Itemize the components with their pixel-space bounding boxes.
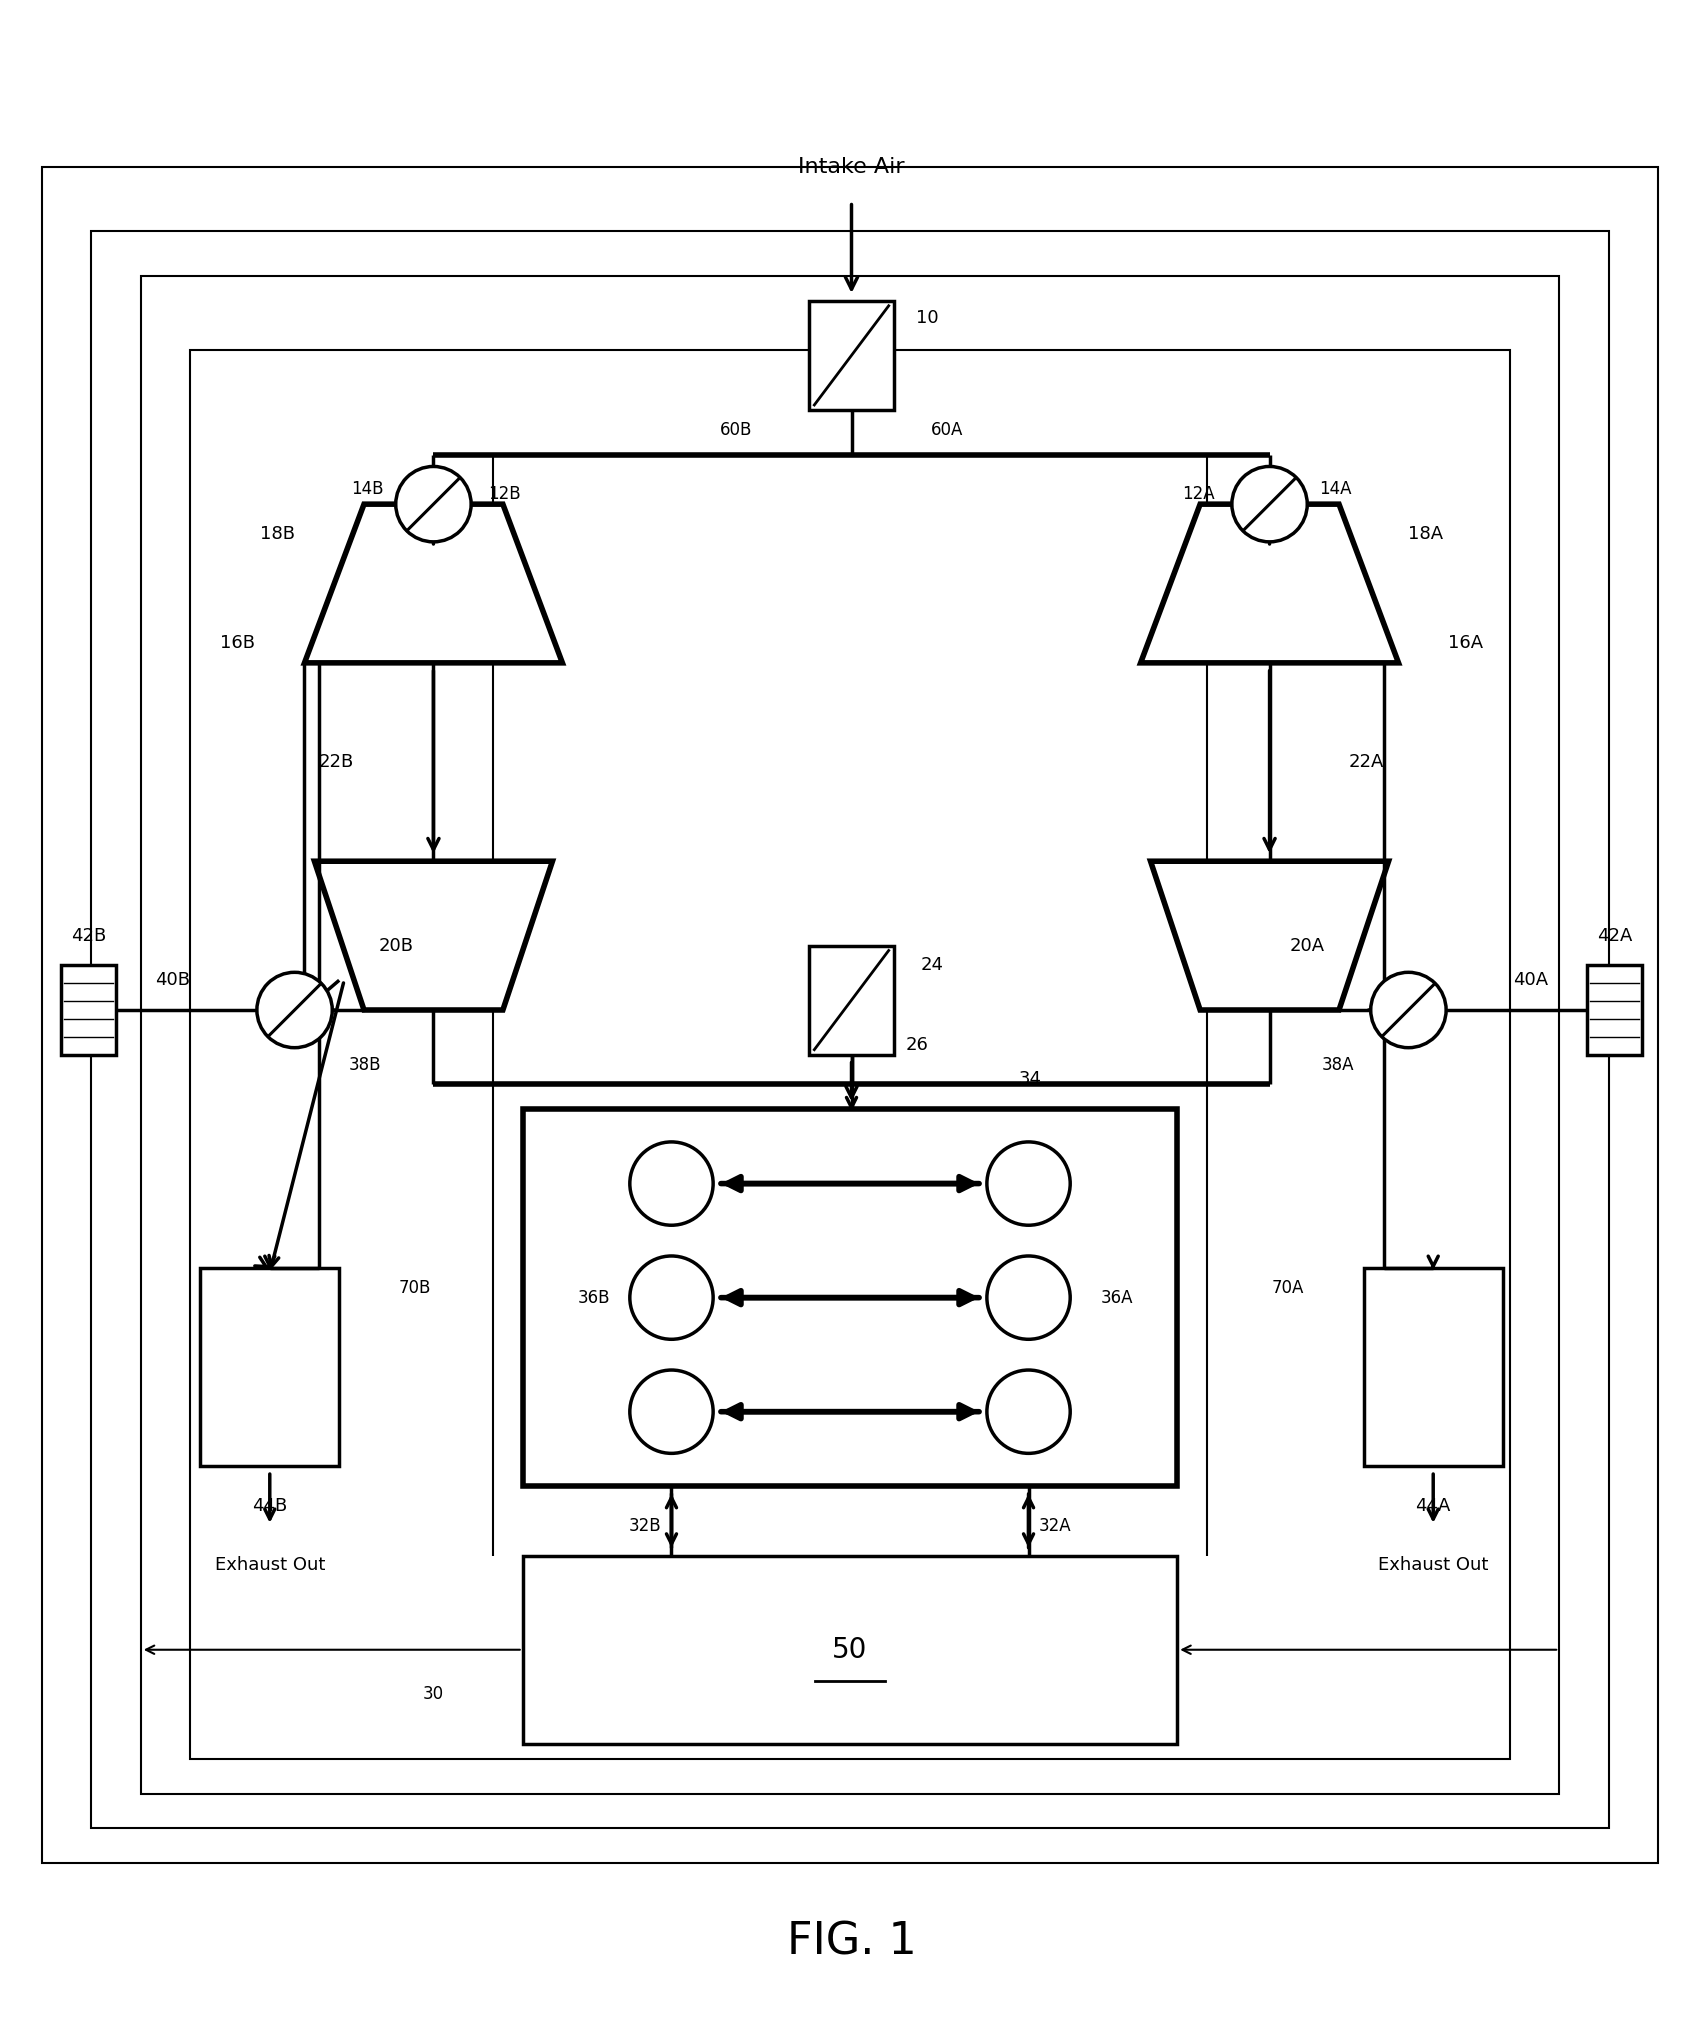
Bar (1587, 966, 1642, 1054)
Text: 14A: 14A (1320, 481, 1352, 499)
Polygon shape (305, 505, 562, 663)
Text: 40B: 40B (155, 972, 191, 990)
Text: 36A: 36A (1100, 1289, 1132, 1307)
Text: 16B: 16B (220, 634, 255, 652)
Circle shape (1231, 467, 1308, 541)
Text: 42B: 42B (70, 927, 106, 945)
Bar (1364, 1269, 1502, 1467)
Circle shape (986, 1256, 1069, 1339)
Text: 16A: 16A (1448, 634, 1483, 652)
Text: 60B: 60B (720, 420, 753, 438)
Text: 38B: 38B (349, 1056, 381, 1073)
Polygon shape (1151, 861, 1388, 1010)
Text: 70B: 70B (399, 1279, 431, 1297)
Text: 22B: 22B (318, 753, 354, 772)
Text: 50: 50 (833, 1636, 869, 1664)
Circle shape (630, 1370, 714, 1452)
Text: 14B: 14B (351, 481, 383, 499)
Bar (141, 277, 1560, 1794)
Text: 42A: 42A (1597, 927, 1633, 945)
Text: 32A: 32A (1039, 1517, 1071, 1535)
Text: 44A: 44A (1415, 1497, 1451, 1515)
Bar (191, 349, 1509, 1759)
Circle shape (1371, 972, 1446, 1048)
Text: 12A: 12A (1182, 485, 1214, 503)
Text: 34: 34 (1018, 1071, 1042, 1089)
Text: 18A: 18A (1408, 525, 1444, 543)
Circle shape (630, 1141, 714, 1226)
Circle shape (630, 1256, 714, 1339)
Text: 20B: 20B (378, 937, 414, 955)
Circle shape (257, 972, 332, 1048)
Text: FIG. 1: FIG. 1 (787, 1921, 916, 1963)
Bar (41, 168, 1659, 1862)
Text: Exhaust Out: Exhaust Out (215, 1557, 325, 1574)
Text: 18B: 18B (259, 525, 295, 543)
Text: 10: 10 (916, 309, 938, 327)
Circle shape (395, 467, 472, 541)
Bar (523, 1555, 1177, 1743)
Polygon shape (315, 861, 552, 1010)
Text: 40A: 40A (1512, 972, 1548, 990)
Circle shape (986, 1141, 1069, 1226)
Bar (92, 232, 1609, 1828)
Polygon shape (1141, 505, 1398, 663)
Text: 44B: 44B (252, 1497, 288, 1515)
Text: 60A: 60A (932, 420, 964, 438)
Text: 32B: 32B (628, 1517, 661, 1535)
Text: 26: 26 (906, 1036, 928, 1054)
Text: Exhaust Out: Exhaust Out (1378, 1557, 1488, 1574)
Text: 24: 24 (921, 955, 943, 974)
Circle shape (986, 1370, 1069, 1452)
Bar (809, 301, 894, 410)
Text: 36B: 36B (577, 1289, 610, 1307)
Text: 70A: 70A (1272, 1279, 1304, 1297)
Bar (523, 1109, 1177, 1487)
Text: 20A: 20A (1289, 937, 1325, 955)
Text: 38A: 38A (1322, 1056, 1354, 1073)
Text: 22A: 22A (1349, 753, 1385, 772)
Text: 12B: 12B (489, 485, 521, 503)
Text: Intake Air: Intake Air (799, 158, 904, 178)
Bar (201, 1269, 339, 1467)
Bar (809, 945, 894, 1054)
Bar (61, 966, 116, 1054)
Text: 30: 30 (422, 1685, 443, 1703)
